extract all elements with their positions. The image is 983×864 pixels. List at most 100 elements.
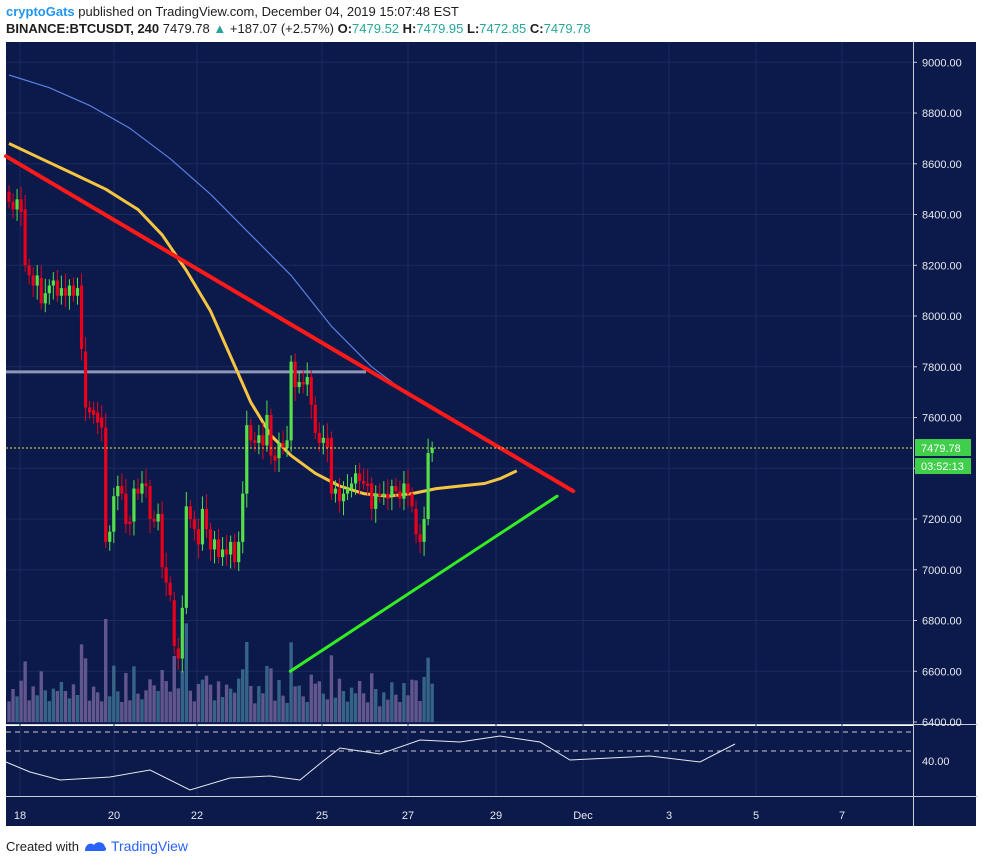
volume-bar [353, 693, 358, 722]
volume-bar [59, 682, 64, 722]
time-tick-label: 18 [14, 810, 26, 822]
candle-body [229, 541, 233, 555]
volume-bar [19, 680, 23, 722]
price-tick-label: 7600.00 [922, 413, 962, 425]
candle-body [184, 506, 188, 608]
volume-bar [321, 693, 326, 722]
volume-bar [232, 692, 237, 722]
price-tick-label: 6800.00 [922, 616, 962, 628]
volume-bar [99, 701, 104, 722]
candle-body [27, 265, 31, 276]
candle-body [345, 488, 350, 494]
volume-bar [192, 701, 197, 722]
volume-bar [168, 691, 172, 722]
candle-body [156, 513, 160, 522]
candle-body [47, 285, 51, 294]
candle-body [164, 567, 168, 583]
candle-body [341, 493, 346, 502]
volume-bar [281, 695, 285, 722]
volume-bar [31, 686, 35, 722]
candle-body [160, 513, 164, 568]
time-tick-label: 20 [108, 810, 120, 822]
volume-bar [273, 700, 277, 722]
volume-bars [7, 619, 434, 722]
publish-line: cryptoGats published on TradingView.com,… [6, 4, 459, 19]
price-tick-label: 7200.00 [922, 514, 962, 526]
candle-body [192, 519, 196, 530]
volume-bar [39, 671, 43, 722]
volume-bar [15, 696, 19, 722]
volume-bar [128, 700, 132, 722]
volume-bar [341, 691, 346, 722]
resistance-trend-line [4, 154, 576, 494]
price-chart[interactable]: 9000.00 8800.00 8600.00 8400.00 8200.00 8000.… [0, 42, 978, 830]
volume-bar [184, 623, 189, 722]
volume-bar [216, 681, 221, 722]
volume-bar [422, 677, 426, 722]
candle-body [386, 493, 390, 499]
volume-bar [91, 686, 96, 722]
price-tick-label: 8600.00 [922, 159, 962, 171]
volume-bar [43, 690, 47, 722]
candle-body [75, 288, 80, 296]
tradingview-logo-icon [84, 842, 107, 851]
volume-bar [148, 679, 152, 722]
candle-body [333, 488, 338, 494]
candle-body [309, 376, 313, 405]
candle-body [321, 437, 325, 443]
volume-bar [47, 701, 51, 722]
time-tick-label: 25 [316, 810, 328, 822]
volume-bar [237, 678, 241, 722]
volume-bar [301, 696, 305, 722]
candle-body [180, 607, 184, 659]
volume-bar [410, 679, 414, 722]
price-tick-label: 6600.00 [922, 666, 962, 678]
price-axis-background [914, 42, 976, 826]
volume-bar [349, 687, 354, 722]
candle-body [313, 404, 317, 433]
price-tick-label: 7800.00 [922, 362, 962, 374]
candle-body [410, 493, 414, 507]
volume-bar [398, 702, 402, 722]
candle-body [55, 280, 59, 296]
candle-body [100, 417, 104, 428]
volume-bar [293, 686, 297, 722]
candle-body [374, 493, 378, 509]
close-value: 7479.78 [543, 21, 591, 36]
time-tick-label: 5 [753, 810, 759, 822]
candle-body [325, 437, 329, 448]
candle-body [200, 508, 205, 545]
volume-bar [418, 701, 422, 722]
countdown-label-bg [915, 458, 971, 475]
candle-body [257, 435, 261, 443]
footer-brand[interactable]: TradingView [110, 838, 189, 854]
volume-bar [265, 666, 269, 722]
volume-bar [108, 696, 112, 722]
candle-body [83, 351, 88, 408]
plot-background [6, 42, 913, 724]
candle-body [71, 285, 76, 296]
volume-bar [27, 700, 31, 722]
volume-bar [79, 644, 84, 722]
candle-body [249, 425, 253, 441]
candle-body [422, 519, 426, 542]
candle-body [176, 648, 180, 659]
high-label: H: [402, 21, 417, 36]
author-name[interactable]: cryptoGats [6, 4, 75, 19]
candle-body [225, 549, 229, 555]
candle-body [39, 277, 43, 304]
volume-bar [112, 665, 116, 722]
candle-body [128, 521, 132, 525]
volume-bar [289, 642, 293, 722]
candle-body [358, 473, 362, 481]
publish-info: published on TradingView.com, December 0… [78, 4, 459, 19]
candle-body [212, 539, 217, 550]
candle-body [261, 435, 265, 446]
last-price: 7479.78 [162, 21, 210, 36]
volume-bar [180, 670, 184, 722]
up-arrow-icon: ▲ [213, 21, 227, 36]
candle-body [31, 275, 35, 286]
price-tick-label: 8400.00 [922, 210, 962, 222]
volume-bar [144, 690, 148, 722]
candle-body [79, 285, 84, 350]
